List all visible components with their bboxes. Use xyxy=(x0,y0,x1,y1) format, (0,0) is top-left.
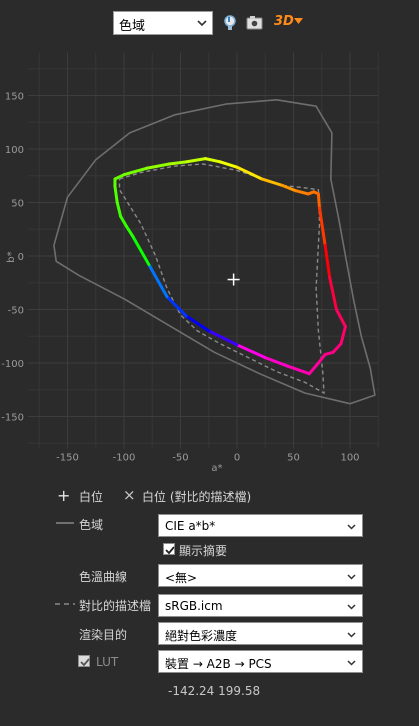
white-point-label: 白位 xyxy=(79,490,104,504)
profile-gamut-segment xyxy=(115,201,123,218)
compare-white-point-symbol: × xyxy=(123,486,136,504)
profile-gamut-segment xyxy=(334,308,347,329)
profile-gamut-segment xyxy=(316,192,321,210)
tone-curve-label: 色溫曲線 xyxy=(79,570,128,584)
profile-gamut-segment xyxy=(263,356,290,368)
x-tick-label: 50 xyxy=(287,453,300,464)
chevron-down-icon xyxy=(347,660,356,666)
profile-gamut-segment xyxy=(323,243,332,279)
view-select[interactable]: 色域 xyxy=(113,11,213,35)
solid-line-icon xyxy=(56,522,74,524)
x-axis-label: a* xyxy=(211,463,222,474)
profile-gamut-segment xyxy=(113,184,119,204)
profile-gamut-segment xyxy=(165,295,188,318)
gamut-chart: -150 -100 -50 0 50 100 150 100 50 0 -50 -100 -150 a*… xyxy=(1,52,389,474)
gamut-label: 色域 xyxy=(79,518,104,532)
chart-ticks: -150 -100 -50 0 50 100 150 100 50 0 -50 -100 -150 xyxy=(1,92,359,464)
tone-curve-dropdown[interactable]: <無> xyxy=(158,564,363,587)
show-summary-label: 顯示摘要 xyxy=(179,544,228,558)
compare-profile-dropdown[interactable]: sRGB.icm xyxy=(158,594,363,617)
y-tick-label: -50 xyxy=(8,306,24,317)
profile-gamut-segment xyxy=(167,160,188,166)
x-tick-label: -150 xyxy=(56,453,79,464)
checkmark-icon xyxy=(80,658,90,667)
profile-gamut-segment xyxy=(317,206,327,247)
profile-gamut-segment xyxy=(235,343,267,360)
lut-dropdown[interactable]: 裝置 → A2B → PCS xyxy=(158,650,363,673)
profile-gamut-segment xyxy=(184,314,211,333)
x-tick-label: 100 xyxy=(340,453,359,464)
profile-gamut-segment xyxy=(294,189,310,196)
3d-menu-icon[interactable]: 3D xyxy=(274,13,304,33)
view-select-value: 色域 xyxy=(119,19,146,34)
profile-gamut-segment xyxy=(280,183,298,193)
x-tick-label: -100 xyxy=(113,453,136,464)
profile-gamut-segment xyxy=(147,263,169,299)
profile-gamut-segment xyxy=(119,214,128,228)
lut-label: LUT xyxy=(96,655,119,669)
profile-gamut-segment xyxy=(131,235,151,267)
y-tick-label: -100 xyxy=(1,359,24,370)
y-tick-label: 150 xyxy=(5,92,24,103)
compare-profile-value: sRGB.icm xyxy=(165,599,223,613)
profile-gamut-segment xyxy=(235,165,264,181)
rendering-intent-dropdown[interactable]: 絕對色彩濃度 xyxy=(158,622,363,645)
checkmark-icon xyxy=(165,546,175,555)
camera-icon[interactable] xyxy=(245,13,265,33)
profile-gamut-segment xyxy=(203,157,222,164)
x-tick-label: -50 xyxy=(172,453,188,464)
y-axis-label: b* xyxy=(6,251,17,262)
profile-gamut-segment xyxy=(218,160,239,169)
profile-gamut-segment xyxy=(331,342,343,354)
y-tick-label: 100 xyxy=(5,145,24,156)
lut-checkbox[interactable] xyxy=(78,655,90,667)
y-tick-label: -150 xyxy=(1,413,24,424)
show-summary-checkbox[interactable] xyxy=(163,543,175,555)
compare-white-point-label: 白位 (對比的描述檔) xyxy=(142,490,252,504)
y-tick-label: 0 xyxy=(18,252,24,263)
lut-value: 裝置 → A2B → PCS xyxy=(165,657,272,671)
profile-gamut-segment xyxy=(113,173,126,181)
profile-gamut-segment xyxy=(286,364,311,376)
profile-gamut-segment xyxy=(122,166,149,177)
rendering-intent-label: 渲染目的 xyxy=(79,628,128,642)
profile-gamut-segment xyxy=(339,325,347,346)
gamut-outline-series xyxy=(53,99,376,405)
chevron-down-icon xyxy=(347,574,356,580)
chevron-down-icon xyxy=(347,524,356,530)
profile-gamut-segment xyxy=(145,162,171,170)
y-tick-label: 50 xyxy=(11,199,24,210)
dashed-line-icon xyxy=(55,603,75,605)
profile-gamut-segment xyxy=(260,177,284,187)
bulb-icon[interactable] xyxy=(221,13,241,33)
profile-gamut-segment xyxy=(184,157,207,164)
profile-gamut-segment xyxy=(328,275,338,311)
compare-profile-series xyxy=(118,163,325,395)
tone-curve-value: <無> xyxy=(165,571,198,585)
profile-gamut-segment xyxy=(207,329,239,347)
profile-gamut-segment xyxy=(307,361,320,376)
profile-gamut-segment xyxy=(124,224,135,239)
x-tick-label: 0 xyxy=(234,453,240,464)
compare-profile-label: 對比的描述檔 xyxy=(79,599,152,613)
chart-series xyxy=(53,99,376,405)
chart-markers xyxy=(227,273,240,286)
cursor-coordinates: -142.24 199.58 xyxy=(168,684,261,698)
chevron-down-icon xyxy=(347,604,356,610)
chevron-down-icon xyxy=(197,20,207,27)
chevron-down-icon xyxy=(347,632,356,638)
3d-label: 3D xyxy=(274,14,294,29)
gamut-dropdown[interactable]: CIE a*b* xyxy=(158,514,363,537)
rendering-intent-value: 絕對色彩濃度 xyxy=(165,629,238,643)
gamut-value: CIE a*b* xyxy=(165,519,216,533)
white-point-symbol: + xyxy=(57,486,71,505)
profile-gamut-segment xyxy=(316,352,327,365)
